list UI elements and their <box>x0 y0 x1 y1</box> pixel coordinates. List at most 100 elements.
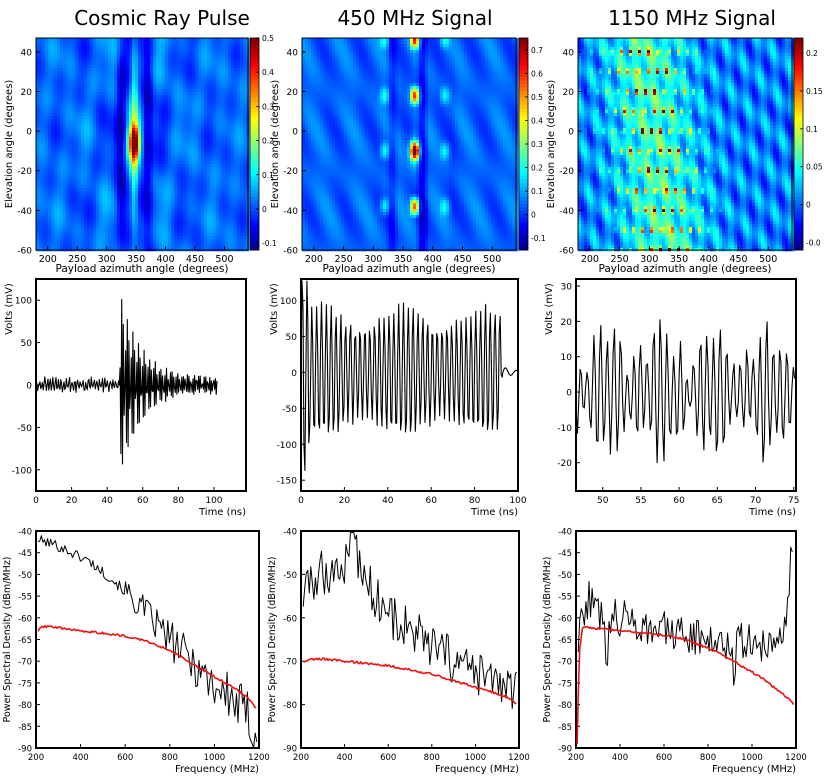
map-cosmic-ray-colorbar-label: 0.1 <box>262 171 274 180</box>
wave-cosmic-ray-ytick-label: -100 <box>12 466 33 476</box>
psd-1150-ytick-label: -40 <box>558 528 572 538</box>
wave-1150-ylabel: Volts (mV) <box>544 283 555 335</box>
map-1150-colorbar-label: 0.05 <box>806 163 823 172</box>
map-cosmic-ray-colorbar-frame <box>249 37 260 251</box>
psd-cosmic-ray-frame <box>35 530 260 749</box>
map-1150-colorbar-label: -0.0 <box>806 238 821 247</box>
map-1150-ytick-label: 40 <box>563 48 575 58</box>
psd-450-axes: 200 400 600 800 1000 1200 -40 -50 -60 -70 -80 -90 Fr… <box>267 528 530 776</box>
wave-1150-ytick-label: 10 <box>561 353 573 363</box>
psd-450-xtick-label: 400 <box>336 753 352 763</box>
psd-1150-ylabel: Power Spectral Density (dBm/MHz) <box>542 557 553 723</box>
map-cosmic-ray-ytick-label: -20 <box>17 167 32 177</box>
map-450-colorbar-label: 0.5 <box>531 93 543 102</box>
wave-450-xtick-label: 80 <box>469 496 481 506</box>
wave-1150-xtick-label: 75 <box>788 496 799 506</box>
psd-1150-xtick-label: 800 <box>700 753 716 763</box>
map-450-ytick-label: -60 <box>283 247 298 257</box>
map-450-xtick-label: 300 <box>364 254 382 265</box>
map-cosmic-ray-xtick-label: 450 <box>186 254 204 265</box>
wave-1150-axes: 50 55 60 65 70 75 30 20 10 0 -10 -20 Time (ns) Volts … <box>544 278 799 518</box>
psd-cosmic-ray-xtick-label: 200 <box>28 753 44 763</box>
wave-1150-ytick-label: 0 <box>566 389 572 399</box>
map-450-colorbar-label: 0.1 <box>531 187 543 196</box>
map-cosmic-ray-ytick-label: 40 <box>21 48 33 58</box>
map-cosmic-ray-xtick-label: 250 <box>68 254 86 265</box>
wave-1150-xtick-label: 50 <box>597 496 609 506</box>
map-cosmic-ray-xtick-label: 200 <box>39 254 57 265</box>
map-1150-colorbar-label: 0.15 <box>806 87 823 96</box>
map-450-ytick-label: 0 <box>292 128 298 138</box>
map-450-xlabel: Payload azimuth angle (degrees) <box>322 263 495 275</box>
wave-450-ytick-label: 50 <box>286 333 298 343</box>
map-1150-xtick-label: 250 <box>611 254 629 265</box>
map-1150-xtick-label: 400 <box>700 254 718 265</box>
wave-450-frame <box>300 278 519 492</box>
psd-cosmic-ray-ytick-label: -75 <box>18 679 32 689</box>
psd-1150-xtick-label: 200 <box>568 753 584 763</box>
wave-450-xtick-label: 100 <box>509 496 526 506</box>
map-cosmic-ray-colorbar-label: 0.3 <box>262 102 274 111</box>
wave-cosmic-ray-ytick-label: -50 <box>17 424 32 434</box>
psd-cosmic-ray-xtick-label: 800 <box>162 753 178 763</box>
psd-450-xtick-label: 600 <box>380 753 396 763</box>
map-450-colorbar-label: -0.1 <box>531 234 546 243</box>
wave-1150-ytick-label: 20 <box>561 318 573 328</box>
wave-cosmic-ray-ylabel: Volts (mV) <box>4 283 15 335</box>
map-1150-xtick-label: 200 <box>581 254 599 265</box>
psd-450-ylabel: Power Spectral Density (dBm/MHz) <box>267 557 278 723</box>
map-1150-colorbar-label: 0.2 <box>806 49 818 58</box>
psd-cosmic-ray-series-event <box>37 535 258 749</box>
psd-cosmic-ray-ytick-label: -80 <box>18 701 32 711</box>
psd-1150-series-thermal-noise <box>576 626 795 745</box>
map-450-xtick-label: 350 <box>394 254 412 265</box>
psd-1150-ytick-label: -70 <box>558 658 572 668</box>
map-cosmic-ray-ytick-label: -60 <box>17 247 32 257</box>
wave-1150-xlabel: Time (ns) <box>748 507 796 518</box>
map-1150-xtick-label: 500 <box>759 254 777 265</box>
psd-450-series-thermal-noise <box>303 657 517 705</box>
psd-1150-xtick-label: 600 <box>656 753 672 763</box>
psd-450-ytick-label: -50 <box>283 571 297 581</box>
psd-cosmic-ray-xtick-label: 1000 <box>204 753 226 763</box>
psd-450-xtick-label: 800 <box>424 753 440 763</box>
psd-cosmic-ray-xtick-label: 1200 <box>248 753 270 763</box>
psd-cosmic-ray-ytick-label: -45 <box>18 549 32 559</box>
wave-cosmic-ray-ytick-label: 100 <box>15 297 32 307</box>
map-450-ytick-label: 20 <box>287 88 299 98</box>
psd-450-ytick-label: -40 <box>283 528 297 538</box>
map-1150-xtick-label: 300 <box>640 254 658 265</box>
psd-cosmic-ray-xlabel: Frequency (MHz) <box>175 764 259 775</box>
map-450-xtick-label: 500 <box>483 254 501 265</box>
map-450-axes: 200 250 300 350 400 450 50040200-20-40-60Paylo… <box>270 37 517 275</box>
wave-cosmic-ray-xtick-label: 100 <box>205 496 222 506</box>
wave-cosmic-ray-xtick-label: 0 <box>33 496 39 506</box>
wave-450-ytick-label: -150 <box>277 477 298 487</box>
psd-1150-ytick-label: -45 <box>558 549 572 559</box>
map-cosmic-ray-colorbar-label: 0.5 <box>262 34 274 43</box>
psd-cosmic-ray-ytick-label: -85 <box>18 723 32 733</box>
psd-cosmic-ray-ytick-label: -70 <box>18 658 32 668</box>
map-1150-image <box>578 38 795 252</box>
psd-450-frame <box>300 530 520 749</box>
map-450-ytick-label: -20 <box>283 167 298 177</box>
wave-450-ytick-label: 0 <box>291 369 297 379</box>
psd-450-xlabel: Frequency (MHz) <box>435 764 519 775</box>
map-1150-ytick-label: 0 <box>568 128 574 138</box>
wave-1150-xtick-label: 65 <box>712 496 723 506</box>
wave-cosmic-ray-xtick-label: 80 <box>173 496 185 506</box>
map-450-colorbar-label: 0.3 <box>531 140 543 149</box>
map-cosmic-ray-ytick-label: -40 <box>17 207 32 217</box>
map-cosmic-ray-colorbar-label: 0.4 <box>262 68 274 77</box>
map-450-colorbar: 0.7 0.6 0.5 0.4 0.3 0.2 0.1 0 -0.1 <box>518 37 546 251</box>
map-450-xtick-label: 200 <box>305 254 323 265</box>
psd-cosmic-ray-ytick-label: -60 <box>18 614 32 624</box>
map-450-colorbar-label: 0.4 <box>531 116 543 125</box>
psd-1150-ytick-label: -85 <box>558 723 572 733</box>
psd-450-ytick-label: -60 <box>283 614 297 624</box>
wave-450-xtick-label: 60 <box>425 496 437 506</box>
wave-cosmic-ray-xlabel: Time (ns) <box>198 507 246 518</box>
map-cosmic-ray-colorbar: 0.5 0.4 0.3 0.2 0.1 0 -0.1 <box>249 34 277 251</box>
map-cosmic-ray-image <box>36 38 250 252</box>
map-cosmic-ray-ylabel: Elevation angle (degrees) <box>4 80 15 209</box>
